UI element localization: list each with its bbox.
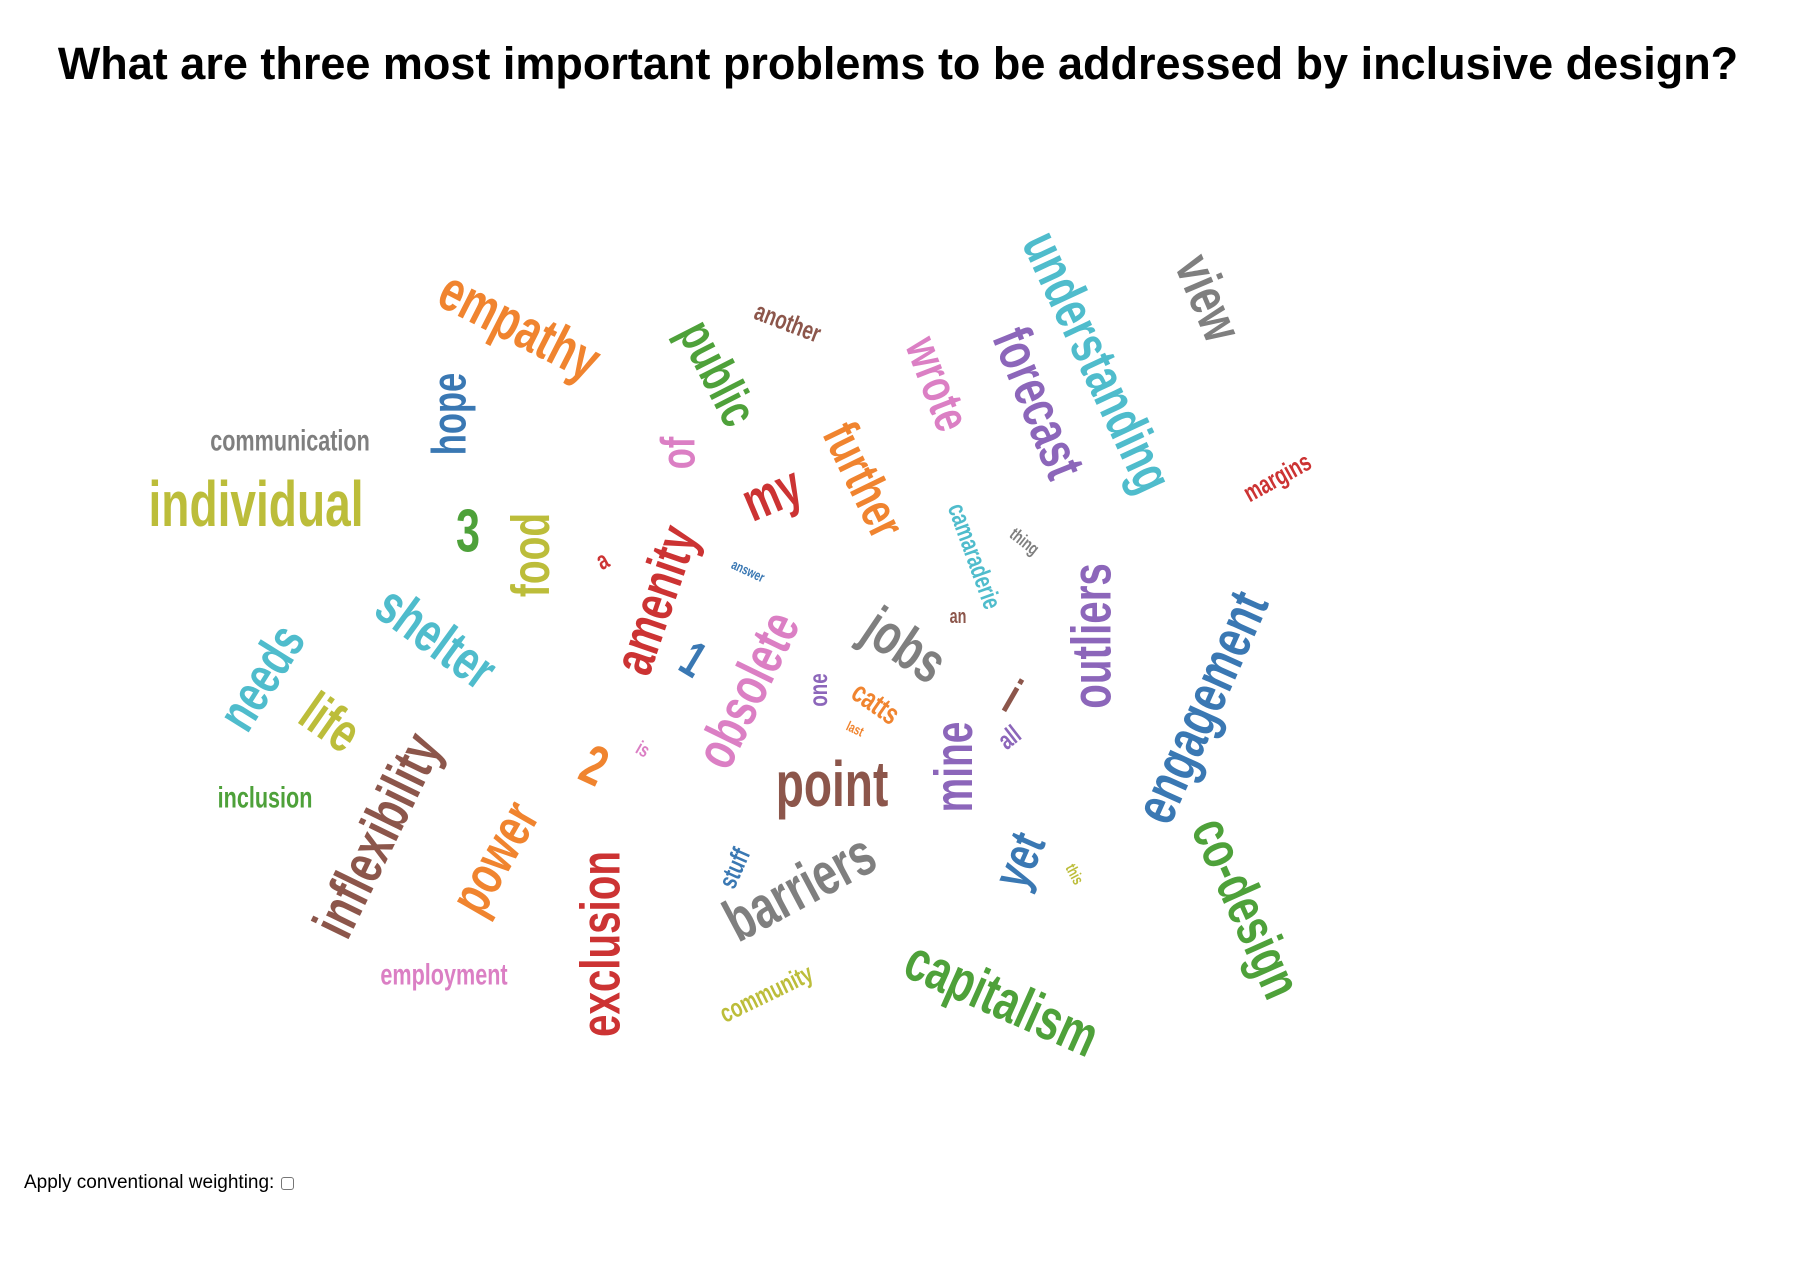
cloud-word-of: of: [651, 437, 705, 470]
weighting-checkbox[interactable]: [281, 1176, 295, 1190]
cloud-word-hope: hope: [422, 373, 476, 456]
cloud-word-individual: individual: [148, 468, 363, 539]
cloud-word-outliers: outliers: [1061, 563, 1123, 709]
cloud-word-wrote: wrote: [894, 329, 980, 439]
cloud-word-one: one: [803, 673, 833, 706]
cloud-word-my: my: [733, 454, 811, 534]
cloud-word-view: view: [1162, 246, 1254, 351]
weighting-label: Apply conventional weighting:: [24, 1172, 275, 1193]
cloud-word-mine: mine: [923, 722, 984, 813]
cloud-word-margins: margins: [1238, 446, 1316, 507]
weighting-control: Apply conventional weighting:: [24, 1172, 295, 1194]
cloud-word-employment: employment: [380, 957, 507, 991]
cloud-word-answer: answer: [729, 556, 767, 585]
cloud-word-2: 2: [571, 733, 618, 799]
cloud-word-engagement: engagement: [1121, 581, 1281, 832]
cloud-word-co-design: co-design: [1179, 808, 1313, 1007]
cloud-word-1: 1: [670, 631, 716, 689]
cloud-word-last: last: [844, 718, 867, 740]
cloud-word-community: community: [715, 958, 818, 1029]
cloud-word-inflexibility: inflexibility: [300, 723, 454, 948]
cloud-word-exclusion: exclusion: [570, 851, 632, 1037]
cloud-word-barriers: barriers: [713, 821, 886, 955]
cloud-word-empathy: empathy: [429, 257, 612, 393]
cloud-word-3: 3: [456, 499, 480, 566]
cloud-word-this: this: [1062, 861, 1088, 888]
page-title: What are three most important problems t…: [57, 38, 1739, 89]
cloud-word-thing: thing: [1006, 525, 1043, 560]
cloud-word-capitalism: capitalism: [895, 927, 1108, 1070]
cloud-word-an: an: [950, 605, 967, 628]
cloud-word-further: further: [811, 413, 916, 547]
cloud-word-camaraderie: camaraderie: [942, 499, 1008, 613]
cloud-word-is: is: [632, 736, 654, 762]
cloud-word-point: point: [776, 748, 889, 819]
cloud-word-all: all: [992, 719, 1027, 755]
cloud-word-another: another: [751, 296, 826, 348]
cloud-word-shelter: shelter: [364, 574, 507, 702]
cloud-word-inclusion: inclusion: [218, 780, 313, 814]
cloud-word-life: life: [288, 681, 371, 765]
cloud-word-food: food: [500, 513, 561, 597]
cloud-word-i: i: [994, 671, 1030, 724]
cloud-word-a: a: [590, 544, 613, 575]
cloud-word-power: power: [438, 791, 551, 925]
cloud-word-yet: yet: [981, 823, 1056, 896]
cloud-word-public: public: [667, 311, 769, 436]
cloud-word-communication: communication: [210, 423, 370, 457]
